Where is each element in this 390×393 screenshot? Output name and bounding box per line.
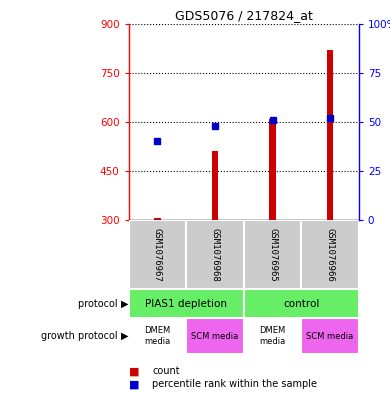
Text: DMEM
media: DMEM media — [144, 326, 170, 346]
Bar — [129, 220, 186, 289]
Text: SCM media: SCM media — [191, 332, 239, 340]
Text: ■: ■ — [129, 366, 139, 376]
Text: ■: ■ — [129, 379, 139, 389]
Bar — [129, 289, 244, 318]
Bar — [244, 318, 301, 354]
Text: GSM1076967: GSM1076967 — [153, 228, 162, 281]
Bar — [269, 119, 276, 220]
Text: ▶: ▶ — [121, 331, 128, 341]
Title: GDS5076 / 217824_at: GDS5076 / 217824_at — [175, 9, 313, 22]
Bar — [301, 318, 359, 354]
Text: count: count — [152, 366, 180, 376]
Bar — [154, 219, 161, 220]
Text: protocol: protocol — [78, 299, 121, 309]
Text: GSM1076968: GSM1076968 — [211, 228, 220, 281]
Bar — [186, 318, 244, 354]
Text: SCM media: SCM media — [307, 332, 354, 340]
Bar — [244, 220, 301, 289]
Bar — [211, 151, 218, 220]
Bar — [301, 220, 359, 289]
Bar — [244, 289, 359, 318]
Text: growth protocol: growth protocol — [41, 331, 121, 341]
Text: ▶: ▶ — [121, 299, 128, 309]
Text: PIAS1 depletion: PIAS1 depletion — [145, 299, 227, 309]
Text: DMEM
media: DMEM media — [259, 326, 285, 346]
Text: GSM1076965: GSM1076965 — [268, 228, 277, 281]
Text: GSM1076966: GSM1076966 — [326, 228, 335, 281]
Bar — [326, 50, 333, 220]
Bar — [129, 318, 186, 354]
Text: control: control — [283, 299, 319, 309]
Bar — [186, 220, 244, 289]
Text: percentile rank within the sample: percentile rank within the sample — [152, 379, 317, 389]
